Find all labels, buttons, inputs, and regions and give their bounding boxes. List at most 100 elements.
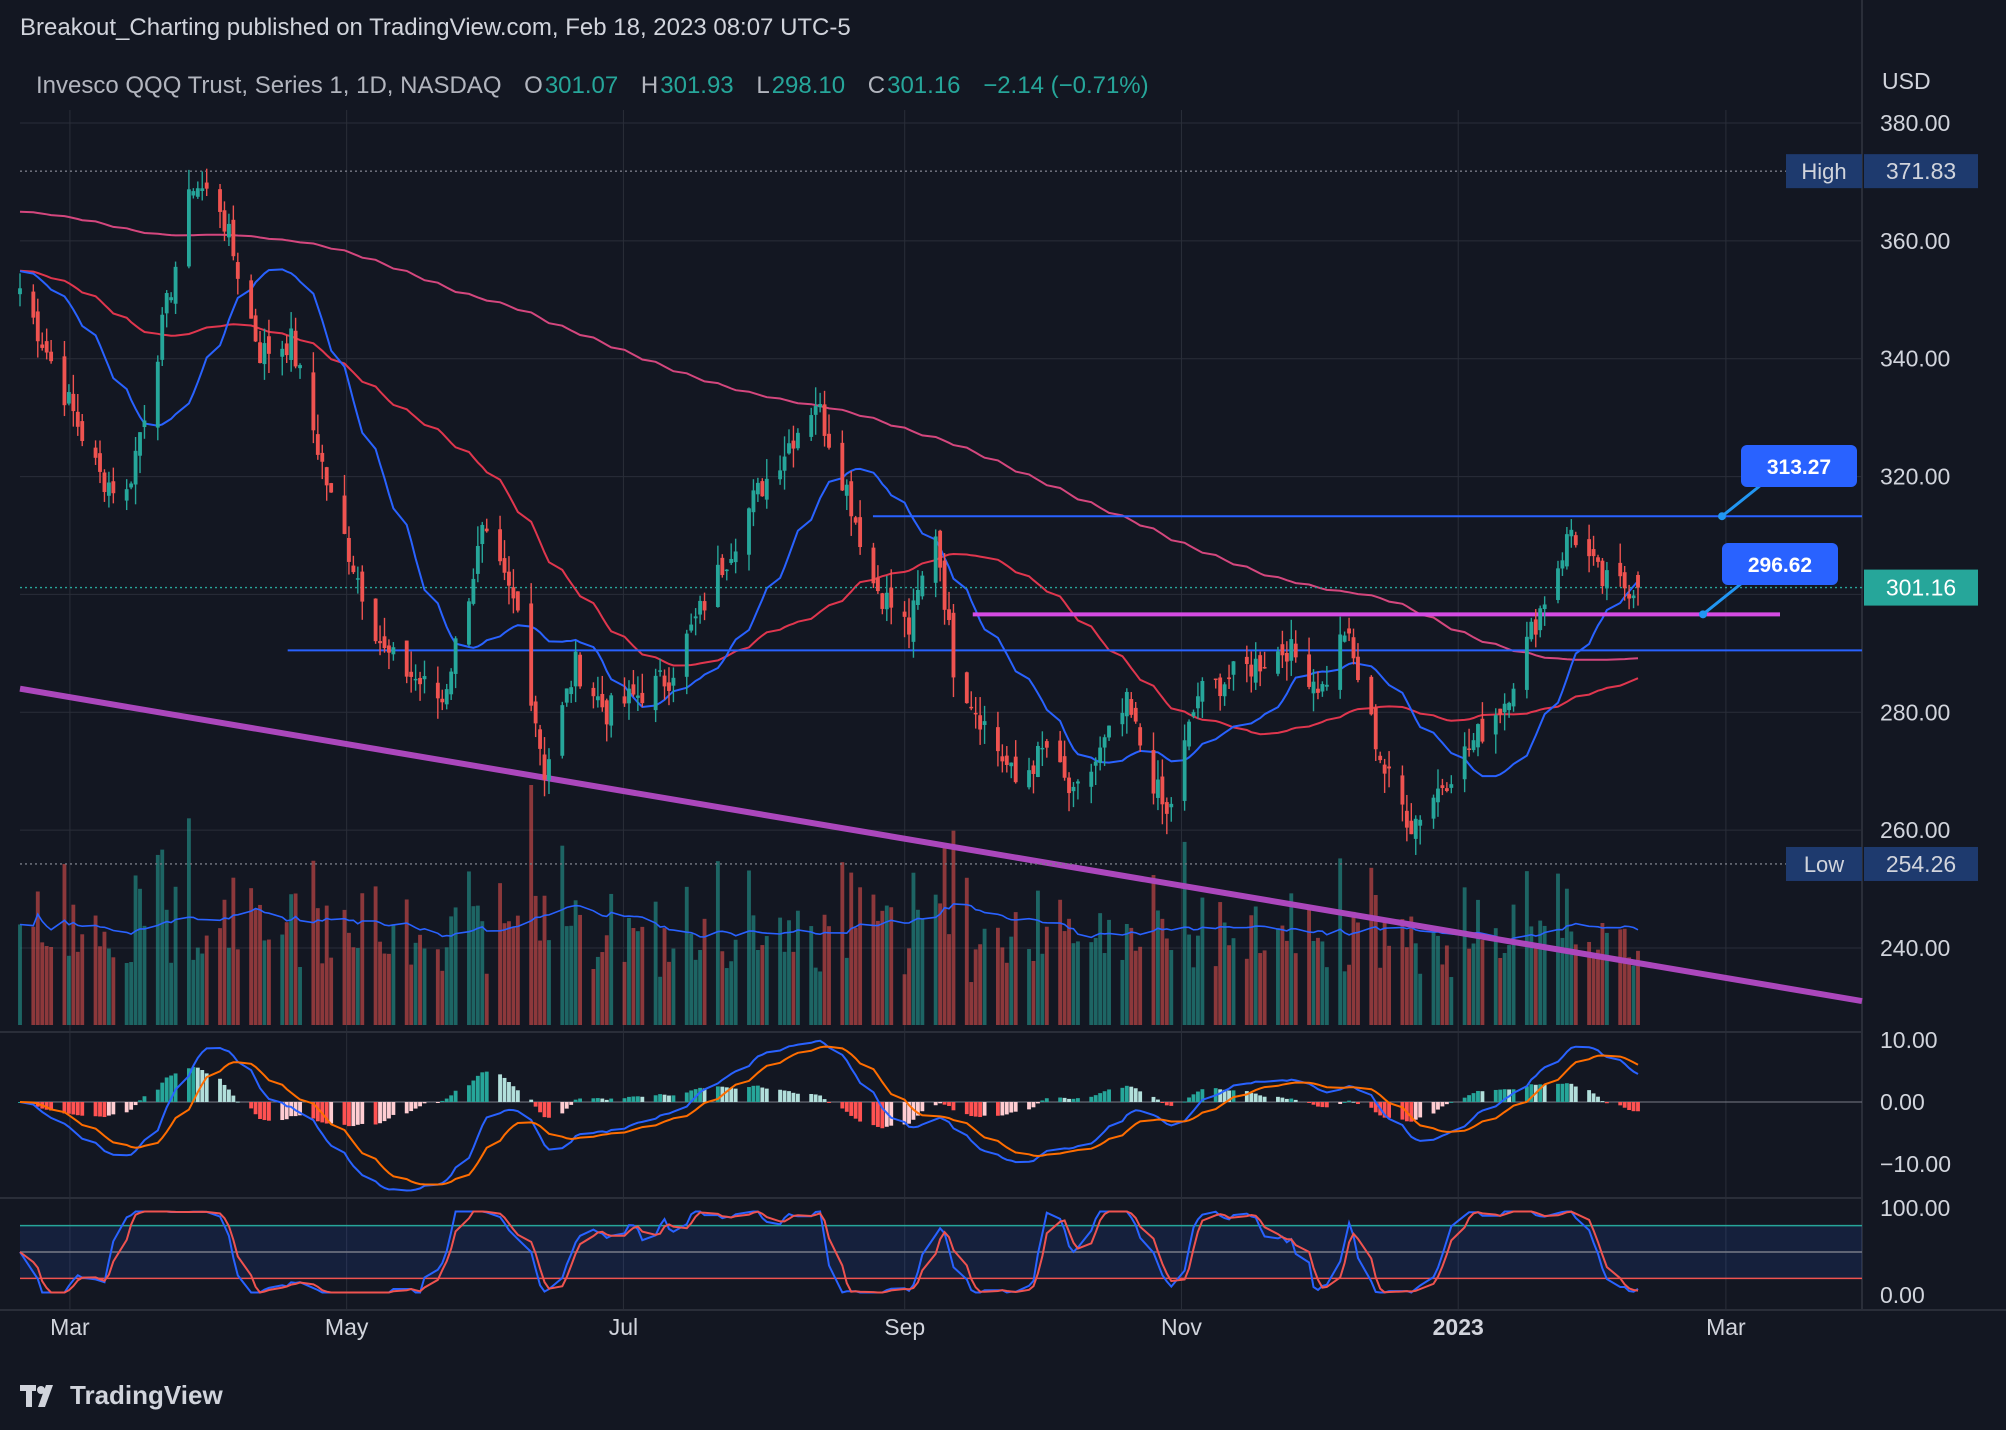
candle[interactable] xyxy=(1356,643,1360,683)
candle[interactable] xyxy=(1289,619,1294,676)
candle[interactable] xyxy=(698,595,703,624)
candle[interactable] xyxy=(795,428,800,451)
candle[interactable] xyxy=(667,667,671,706)
candle[interactable] xyxy=(640,673,645,707)
candle[interactable] xyxy=(169,292,174,303)
candle[interactable] xyxy=(858,500,863,555)
candle[interactable] xyxy=(1591,535,1596,566)
candle[interactable] xyxy=(760,478,765,497)
candle[interactable] xyxy=(982,705,987,744)
candle[interactable] xyxy=(871,542,876,588)
candle[interactable] xyxy=(1351,628,1356,665)
candle[interactable] xyxy=(93,440,98,465)
candle[interactable] xyxy=(1467,728,1472,757)
candle[interactable] xyxy=(391,642,396,661)
candle[interactable] xyxy=(1524,621,1529,699)
candle[interactable] xyxy=(173,261,178,314)
candle[interactable] xyxy=(80,413,85,447)
candle[interactable] xyxy=(138,432,142,474)
candle[interactable] xyxy=(1089,763,1094,804)
candle[interactable] xyxy=(191,188,196,199)
candle[interactable] xyxy=(578,652,582,689)
candle[interactable] xyxy=(902,601,907,638)
candle[interactable] xyxy=(449,668,454,700)
candle[interactable] xyxy=(778,455,783,485)
candle[interactable] xyxy=(564,688,569,707)
candle[interactable] xyxy=(764,459,769,509)
candle[interactable] xyxy=(311,352,316,444)
candle[interactable] xyxy=(98,440,102,484)
candle[interactable] xyxy=(547,748,551,794)
candle[interactable] xyxy=(1382,758,1387,793)
candle[interactable] xyxy=(1600,557,1605,594)
candle[interactable] xyxy=(106,471,111,508)
candle[interactable] xyxy=(351,555,356,575)
candle[interactable] xyxy=(947,591,951,626)
candle[interactable] xyxy=(1560,552,1565,576)
candle[interactable] xyxy=(1631,590,1636,609)
candle[interactable] xyxy=(298,363,302,379)
candle[interactable] xyxy=(1449,775,1454,794)
candle[interactable] xyxy=(1227,664,1231,689)
candle[interactable] xyxy=(1027,757,1031,790)
candle[interactable] xyxy=(1480,702,1485,744)
candle[interactable] xyxy=(1618,543,1623,587)
symbol-legend[interactable]: Invesco QQQ Trust, Series 1, 1D, NASDAQ … xyxy=(36,72,1151,100)
candle[interactable] xyxy=(280,340,285,376)
candle[interactable] xyxy=(1000,744,1005,773)
candle[interactable] xyxy=(1404,794,1409,842)
candle[interactable] xyxy=(1436,769,1440,817)
candle[interactable] xyxy=(755,477,760,502)
candle[interactable] xyxy=(440,689,445,711)
candle[interactable] xyxy=(1462,732,1467,793)
candle[interactable] xyxy=(995,711,1000,767)
candle[interactable] xyxy=(124,479,129,511)
candle[interactable] xyxy=(373,598,378,644)
candle[interactable] xyxy=(1511,683,1516,712)
candle[interactable] xyxy=(787,429,791,455)
candle[interactable] xyxy=(529,583,534,712)
candle[interactable] xyxy=(1440,778,1445,796)
candle[interactable] xyxy=(222,201,227,242)
candle[interactable] xyxy=(942,553,947,625)
candle[interactable] xyxy=(71,374,76,427)
candle[interactable] xyxy=(235,252,240,295)
candle[interactable] xyxy=(907,598,911,649)
candle[interactable] xyxy=(595,676,600,708)
candle[interactable] xyxy=(142,405,147,439)
candle[interactable] xyxy=(382,617,387,653)
candle[interactable] xyxy=(324,466,329,501)
candle[interactable] xyxy=(155,355,160,441)
candle[interactable] xyxy=(827,414,831,450)
resistance-callout[interactable]: 313.27 xyxy=(1718,445,1857,521)
candle[interactable] xyxy=(622,677,627,707)
candle[interactable] xyxy=(360,565,365,620)
candle[interactable] xyxy=(1324,665,1329,691)
candle[interactable] xyxy=(467,598,471,647)
candle[interactable] xyxy=(507,556,511,605)
candle[interactable] xyxy=(444,683,449,710)
candle[interactable] xyxy=(662,669,667,700)
candle[interactable] xyxy=(684,629,689,695)
candle[interactable] xyxy=(1569,519,1574,548)
candle[interactable] xyxy=(715,545,720,608)
candle[interactable] xyxy=(569,680,574,703)
candle[interactable] xyxy=(635,676,640,712)
candle[interactable] xyxy=(231,205,236,261)
candle[interactable] xyxy=(809,407,814,441)
candle[interactable] xyxy=(1622,565,1627,601)
candle[interactable] xyxy=(293,317,298,369)
candle[interactable] xyxy=(849,471,854,536)
candle[interactable] xyxy=(1262,651,1267,669)
candle[interactable] xyxy=(1098,736,1103,771)
candle[interactable] xyxy=(1493,708,1498,754)
candle[interactable] xyxy=(938,529,943,582)
candle[interactable] xyxy=(1120,698,1125,737)
candle[interactable] xyxy=(1067,772,1071,812)
candle[interactable] xyxy=(289,312,294,372)
candle[interactable] xyxy=(1533,609,1538,648)
candle[interactable] xyxy=(1004,746,1009,773)
candle[interactable] xyxy=(951,603,956,698)
candle[interactable] xyxy=(75,393,80,436)
